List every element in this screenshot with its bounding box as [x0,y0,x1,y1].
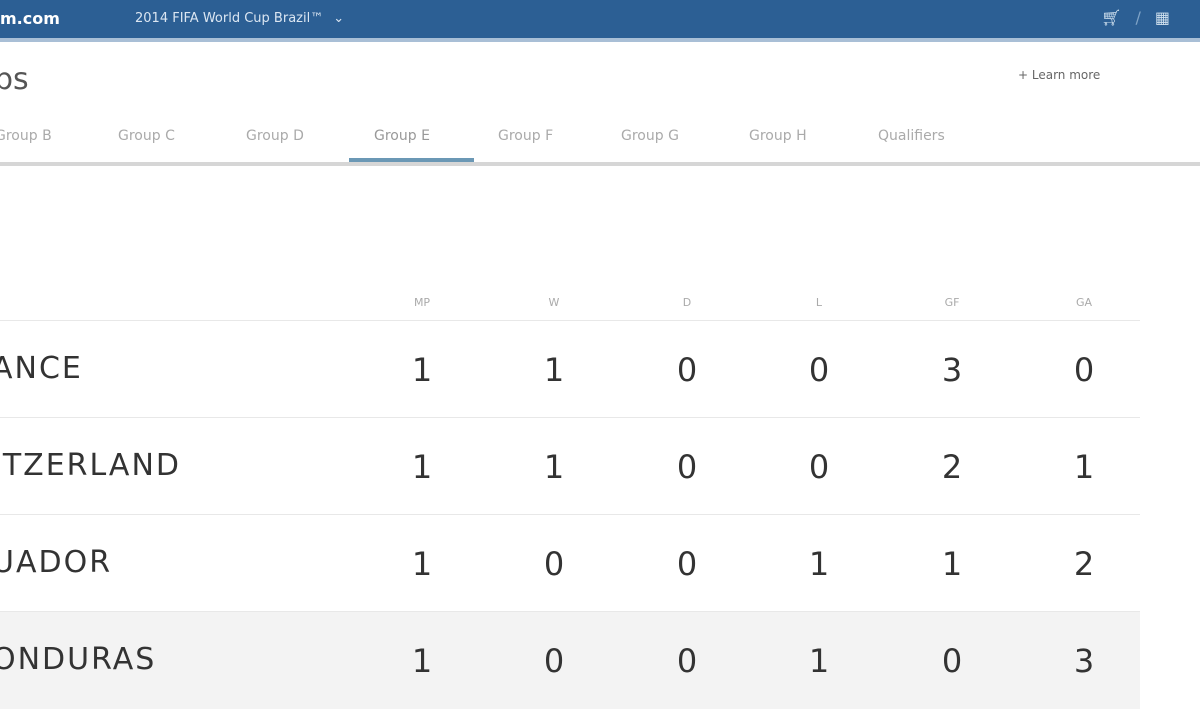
tab-group-f[interactable]: Group F [498,128,554,144]
team-name: ONDURAS [0,642,157,677]
stat-mp: 1 [411,642,433,680]
chevron-down-icon: ⌄ [333,11,345,26]
tab-group-d[interactable]: Group D [246,128,304,144]
table-row: ITZERLAND 1 1 0 0 2 1 [0,417,1140,515]
active-tab-indicator [349,158,474,162]
stat-w: 1 [543,351,565,389]
top-navigation-bar: m.com 2014 FIFA World Cup Brazil™ ⌄ 🛒︎ / ▦ [0,0,1200,42]
grid-icon[interactable]: ▦ [1154,8,1170,27]
tab-group-h[interactable]: Group H [749,128,807,144]
table-row: UADOR 1 0 0 1 1 2 [0,514,1140,612]
col-w: W [548,296,560,309]
team-name: UADOR [0,545,113,580]
tab-group-c[interactable]: Group C [118,128,175,144]
stat-mp: 1 [411,545,433,583]
stat-l: 1 [808,545,830,583]
team-name: ITZERLAND [0,448,181,483]
site-logo[interactable]: m.com [0,9,60,28]
stat-w: 0 [543,642,565,680]
stat-d: 0 [676,448,698,486]
stat-ga: 1 [1073,448,1095,486]
cart-icon[interactable]: 🛒︎ [1101,8,1122,27]
team-name: ANCE [0,351,83,386]
stat-gf: 2 [941,448,963,486]
table-row: ONDURAS 1 0 0 1 0 3 [0,611,1140,709]
stat-mp: 1 [411,351,433,389]
stat-gf: 1 [941,545,963,583]
group-tabs: Group B Group C Group D Group E Group F … [0,118,1200,166]
event-selector[interactable]: 2014 FIFA World Cup Brazil™ ⌄ [135,11,344,26]
stat-mp: 1 [411,448,433,486]
tab-group-b[interactable]: Group B [0,128,52,144]
stat-l: 0 [808,448,830,486]
stat-ga: 0 [1073,351,1095,389]
stat-ga: 2 [1073,545,1095,583]
col-ga: GA [1075,296,1093,309]
stat-d: 0 [676,545,698,583]
stat-gf: 3 [941,351,963,389]
event-label: 2014 FIFA World Cup Brazil™ [135,11,324,26]
col-l: L [815,296,823,309]
stat-gf: 0 [941,642,963,680]
col-gf: GF [944,296,960,309]
tab-group-g[interactable]: Group G [621,128,679,144]
stat-ga: 3 [1073,642,1095,680]
col-d: D [682,296,692,309]
tab-qualifiers[interactable]: Qualifiers [878,128,945,144]
stat-d: 0 [676,642,698,680]
stat-l: 1 [808,642,830,680]
tab-group-e[interactable]: Group E [374,128,430,144]
col-mp: MP [413,296,431,309]
learn-more-link[interactable]: + Learn more [1018,68,1101,82]
stat-w: 1 [543,448,565,486]
stat-w: 0 [543,545,565,583]
table-row: ANCE 1 1 0 0 3 0 [0,320,1140,418]
stat-l: 0 [808,351,830,389]
page-title: ps [0,62,29,97]
stat-d: 0 [676,351,698,389]
